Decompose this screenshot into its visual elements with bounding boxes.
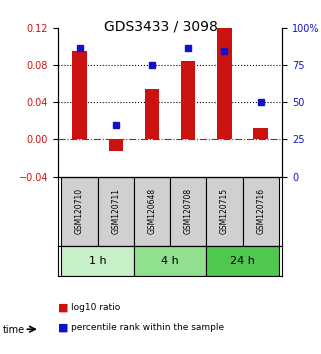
Bar [145,88,159,139]
Text: GSM120716: GSM120716 [256,188,265,234]
Text: ■: ■ [58,322,68,332]
FancyBboxPatch shape [170,177,206,246]
FancyBboxPatch shape [206,246,279,276]
FancyBboxPatch shape [243,177,279,246]
Text: GSM120715: GSM120715 [220,188,229,234]
Text: GDS3433 / 3098: GDS3433 / 3098 [104,19,217,34]
Text: 4 h: 4 h [161,256,179,266]
FancyBboxPatch shape [134,246,206,276]
Bar [181,61,195,139]
FancyBboxPatch shape [98,177,134,246]
FancyBboxPatch shape [61,246,134,276]
Text: GSM120648: GSM120648 [148,188,157,234]
Text: log10 ratio: log10 ratio [71,303,120,313]
Text: time: time [3,325,25,335]
Text: 24 h: 24 h [230,256,255,266]
Text: GSM120708: GSM120708 [184,188,193,234]
FancyBboxPatch shape [206,177,243,246]
Text: GSM120711: GSM120711 [111,188,120,234]
FancyBboxPatch shape [61,177,98,246]
FancyBboxPatch shape [134,177,170,246]
Bar [254,129,268,139]
Bar [217,28,232,139]
Text: percentile rank within the sample: percentile rank within the sample [71,323,224,332]
Text: ■: ■ [58,303,68,313]
Bar [72,51,87,139]
Text: 1 h: 1 h [89,256,107,266]
Bar [108,139,123,150]
Text: GSM120710: GSM120710 [75,188,84,234]
